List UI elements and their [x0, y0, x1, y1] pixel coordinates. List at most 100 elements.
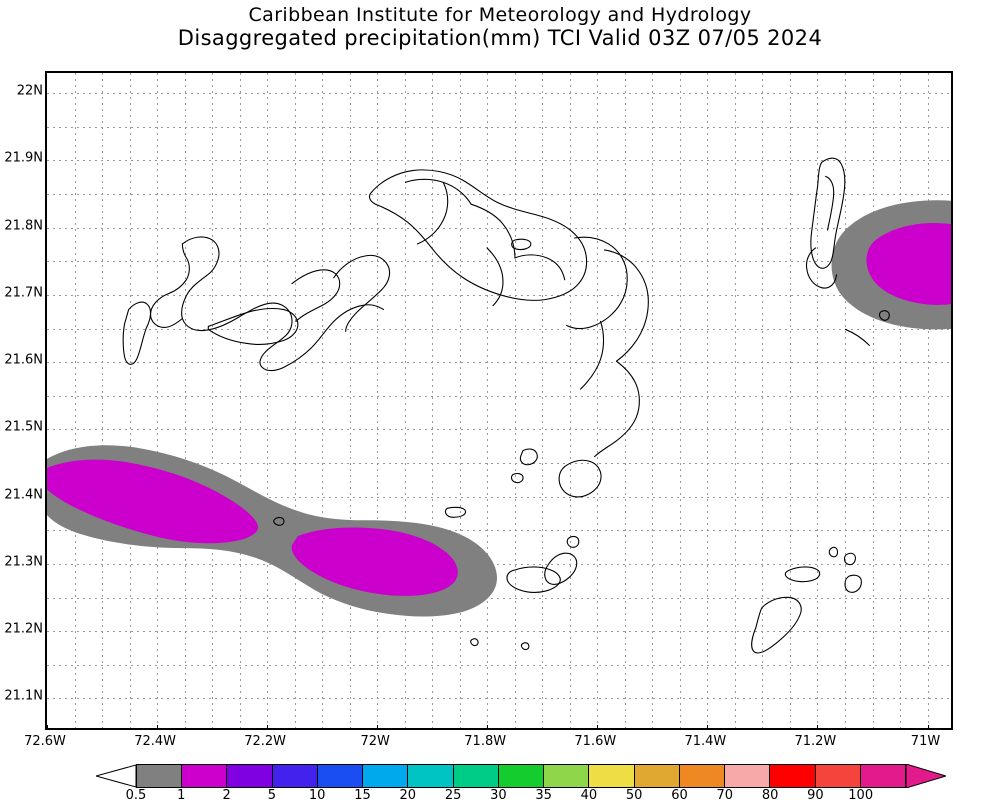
- x-axis-tick: [487, 725, 489, 728]
- colorbar-level-label: 2: [222, 788, 231, 800]
- coast-inner-boundary-3: [470, 203, 516, 259]
- x-axis-tick: [157, 725, 159, 728]
- colorbar-level-label: 25: [444, 788, 462, 800]
- coastline-layer: [122, 157, 890, 654]
- coast-southeast-inner: [580, 320, 605, 390]
- coast-islet-i: [878, 310, 890, 321]
- institute-title: Caribbean Institute for Meteorology and …: [248, 4, 752, 26]
- coast-middle-caicos: [291, 269, 341, 323]
- coast-providenciales: [181, 236, 385, 372]
- x-axis-tick: [597, 725, 599, 728]
- x-axis-tick-label: 71.8W: [464, 734, 507, 749]
- y-axis-tick: [45, 698, 47, 699]
- colorbar-segment: [815, 765, 861, 787]
- colorbar-segment: [860, 765, 905, 787]
- east-precip-cell: [831, 200, 951, 330]
- precipitation-shading-layer: [47, 200, 951, 617]
- x-axis-tick-label: 72.6W: [24, 734, 66, 749]
- coast-islet-d: [566, 535, 580, 548]
- coast-grand-turk-inner: [825, 175, 835, 231]
- y-axis-tick-label: 21.9N: [4, 150, 43, 166]
- southwest-cell-b-core: [291, 527, 458, 596]
- colorbar-strip: [136, 764, 906, 788]
- coast-small-island-b: [510, 472, 524, 484]
- coast-south-caicos: [558, 459, 602, 498]
- x-axis-tick: [927, 725, 929, 728]
- y-axis-tick: [45, 362, 47, 363]
- colorbar-level-label: 80: [761, 788, 779, 800]
- colorbar-segment: [363, 765, 409, 787]
- coast-islet-l: [511, 238, 532, 251]
- coast-small-island-a: [519, 448, 538, 466]
- y-axis-tick: [45, 228, 47, 229]
- y-axis-tick-label: 22N: [16, 83, 43, 99]
- colorbar-segment: [634, 765, 680, 787]
- colorbar-segment: [317, 765, 364, 787]
- colorbar-level-label: 35: [535, 788, 552, 800]
- coast-ambergris-a: [506, 566, 561, 593]
- colorbar-level-label: 40: [580, 788, 598, 800]
- coast-inner-boundary-1: [404, 178, 472, 205]
- colorbar-level-label: 5: [267, 788, 277, 800]
- y-axis-tick: [45, 497, 47, 498]
- colorbar-segment: [182, 765, 228, 787]
- colorbar-segment: [544, 765, 590, 787]
- y-axis-tick-label: 21.5N: [4, 419, 43, 435]
- colorbar-level-label: 100: [848, 788, 874, 800]
- colorbar-level-label: 60: [671, 788, 688, 800]
- coast-grand-mass-north: [368, 169, 588, 301]
- coast-islet-m: [273, 516, 285, 526]
- x-axis-tick-label: 71.2W: [794, 734, 837, 749]
- x-axis-tick-label: 72.2W: [244, 734, 286, 749]
- colorbar-level-label: 30: [490, 788, 507, 800]
- x-axis-tick-label: 71W: [910, 734, 941, 749]
- coast-providenciales-south: [149, 243, 190, 328]
- y-axis-tick-label: 21.4N: [4, 487, 43, 503]
- x-axis-tick-label: 72W: [360, 734, 390, 749]
- coast-small-island-c: [444, 506, 467, 518]
- y-axis-tick-label: 21.8N: [4, 218, 43, 234]
- y-axis-tick: [45, 295, 47, 296]
- y-axis-tick: [45, 631, 47, 632]
- coast-islet-e: [784, 566, 821, 583]
- y-axis-tick-label: 21.2N: [4, 621, 43, 637]
- east-cell-core: [866, 223, 951, 305]
- chart-title-block: Caribbean Institute for Meteorology and …: [0, 4, 1000, 50]
- coast-islet-n: [470, 638, 479, 647]
- coast-islet-h: [828, 546, 839, 558]
- coast-ambergris-b: [544, 552, 578, 585]
- southwest-precip-cells: [47, 445, 498, 617]
- x-axis-tick: [377, 725, 379, 728]
- colorbar-segment: [770, 765, 816, 787]
- colorbar-segment: [498, 765, 545, 787]
- page-title: Disaggregated precipitation(mm) TCI Vali…: [177, 26, 823, 50]
- coast-east-peninsula: [603, 249, 649, 362]
- coast-islet-f: [843, 552, 856, 566]
- y-axis-tick: [45, 160, 47, 161]
- coast-grand-turk: [810, 157, 846, 269]
- y-axis-tick-label: 21.7N: [4, 285, 43, 301]
- colorbar-segment: [408, 765, 454, 787]
- y-axis-tick-label: 21.6N: [4, 352, 43, 368]
- x-axis-tick-label: 71.6W: [574, 734, 617, 749]
- x-axis-tick: [817, 725, 819, 728]
- colorbar-level-label: 20: [399, 788, 417, 800]
- coast-islet-o: [520, 642, 530, 651]
- coast-west-caicos: [122, 301, 152, 365]
- coast-inner-boundary-4: [514, 254, 566, 281]
- colorbar-level-label: 90: [807, 788, 824, 800]
- y-axis-tick: [45, 564, 47, 565]
- colorbar-under-arrow-icon: [96, 764, 136, 788]
- x-axis-tick-label: 72.4W: [134, 734, 176, 749]
- colorbar-segment: [679, 765, 726, 787]
- colorbar-over-arrow-icon: [906, 764, 946, 788]
- coast-caicos-bank-edge: [207, 307, 299, 345]
- coast-islet-g: [844, 574, 862, 593]
- colorbar-segment: [589, 765, 635, 787]
- coast-southeast-tail: [594, 360, 640, 458]
- colorbar-level-label: 50: [625, 788, 643, 800]
- coast-inner-boundary-5: [486, 247, 504, 307]
- y-axis-tick-label: 21.3N: [4, 554, 43, 570]
- coast-east-arm: [566, 236, 628, 329]
